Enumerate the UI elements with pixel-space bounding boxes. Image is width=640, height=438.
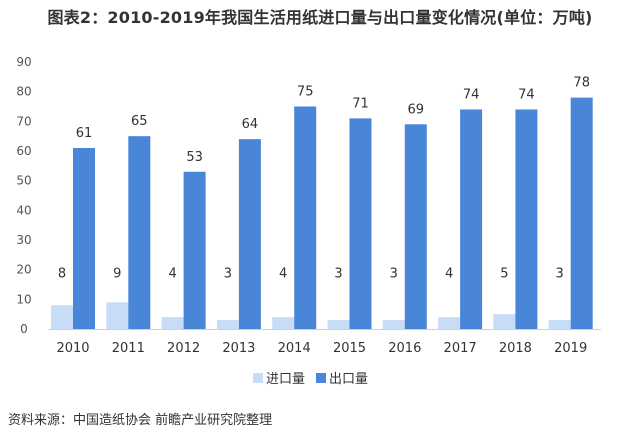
y-tick-label: 60 [16,144,31,158]
export-bar [73,148,95,329]
source-note: 资料来源：中国造纸协会 前瞻产业研究院整理 [8,413,273,428]
y-tick-label: 90 [16,55,31,69]
export-bar [349,118,372,329]
import-value-label: 3 [224,267,232,282]
export-bar [183,171,206,329]
import-bar [382,320,405,329]
y-tick-label: 0 [20,322,28,336]
bars [51,97,593,329]
import-value-label: 3 [390,267,398,282]
legend-swatch [316,373,326,383]
export-value-label: 61 [76,126,93,141]
y-axis: 0 10 20 30 40 50 60 70 80 90 [16,55,31,336]
y-tick-label: 80 [16,85,31,99]
chart-title: 图表2：2010-2019年我国生活用纸进口量与出口量变化情况(单位：万吨) [47,8,593,27]
import-bar [272,317,295,329]
export-value-label: 71 [352,96,369,111]
import-bar [438,317,461,329]
import-bar [161,317,184,329]
x-tick-label: 2012 [167,341,200,356]
y-tick-label: 10 [16,292,31,306]
import-value-label: 4 [279,267,287,282]
x-tick-label: 2011 [112,341,145,356]
import-bar [493,314,516,329]
import-value-label: 4 [445,267,453,282]
x-axis: 2010 2011 2012 2013 2014 2015 2016 2017 2018 2019 [48,329,601,356]
export-value-label: 53 [186,150,203,165]
y-tick-label: 70 [16,114,31,128]
legend: 进口量 出口量 [253,372,368,387]
export-value-label: 74 [463,87,480,102]
import-value-label: 3 [334,267,342,282]
export-bar [294,106,317,329]
legend-label: 出口量 [329,372,368,387]
import-bar [216,320,239,329]
y-tick-label: 50 [16,174,31,188]
import-bar [327,320,350,329]
import-bar [548,320,571,329]
x-tick-label: 2016 [388,341,421,356]
y-tick-label: 20 [16,263,31,277]
export-bar [460,109,483,329]
data-labels: 8 61 9 65 4 53 3 64 4 75 3 71 3 69 4 74 5 74 3 78 [58,76,590,282]
export-value-label: 75 [297,85,314,100]
x-tick-label: 2018 [499,341,532,356]
y-tick-label: 30 [16,233,31,247]
legend-swatch [253,373,263,383]
x-tick-label: 2014 [278,341,311,356]
import-value-label: 5 [500,267,508,282]
export-value-label: 65 [131,114,148,129]
import-bar [106,302,129,329]
import-value-label: 4 [168,267,176,282]
export-bar [238,139,261,329]
y-tick-label: 40 [16,203,31,217]
export-bar [570,97,593,329]
import-value-label: 9 [113,267,121,282]
export-bar [128,136,151,329]
x-tick-label: 2015 [333,341,366,356]
export-value-label: 69 [408,102,425,117]
x-tick-label: 2017 [444,341,477,356]
export-value-label: 74 [518,87,535,102]
x-tick-label: 2019 [554,341,587,356]
legend-label: 进口量 [266,372,305,387]
x-tick-label: 2010 [56,341,89,356]
import-value-label: 8 [58,267,66,282]
import-value-label: 3 [556,267,564,282]
x-tick-label: 2013 [222,341,255,356]
export-bar [404,124,427,329]
import-bar [51,305,73,329]
export-value-label: 78 [573,76,590,91]
export-value-label: 64 [242,117,259,132]
export-bar [515,109,538,329]
